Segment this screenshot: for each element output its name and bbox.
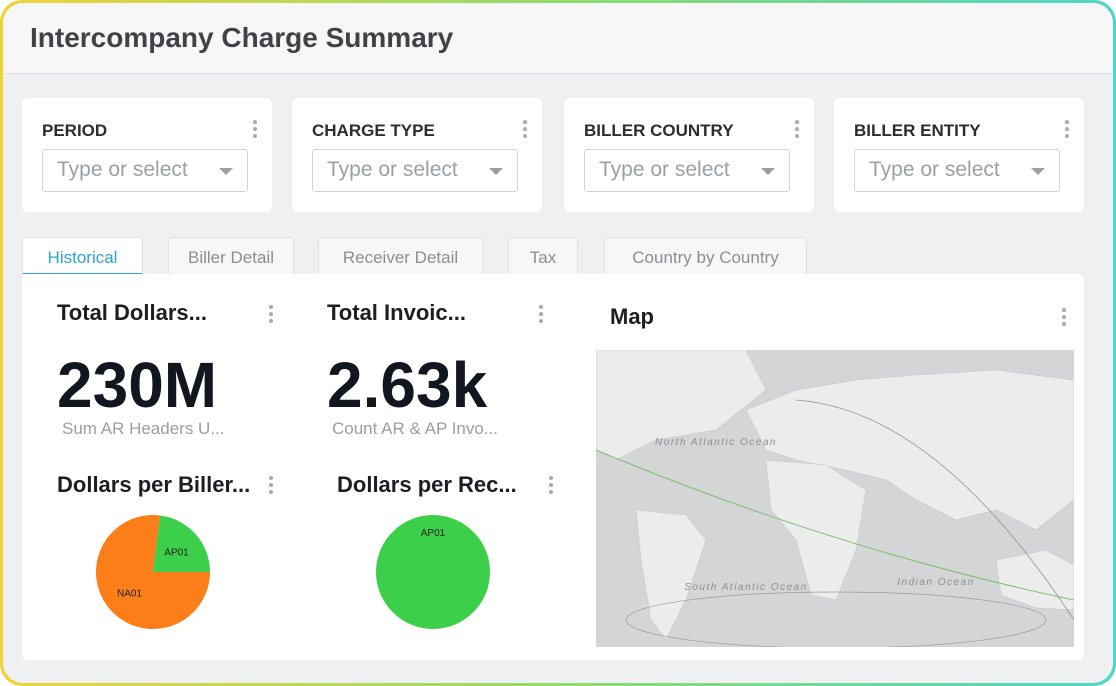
tab[interactable]: Tax xyxy=(508,237,578,275)
pie-chart: NA01 AP01 xyxy=(95,515,210,629)
map-shape xyxy=(625,591,1047,647)
dropdown-caret xyxy=(761,168,775,175)
map-shape xyxy=(765,459,867,601)
filter-label: BILLER ENTITY xyxy=(854,121,981,140)
filter-input[interactable]: Type or select xyxy=(854,149,1060,192)
filter-input[interactable]: Type or select xyxy=(584,149,790,192)
menu-button[interactable] xyxy=(269,476,273,497)
map-label: Indian Ocean xyxy=(897,577,975,588)
slice-label: AP01 xyxy=(164,547,189,558)
map-shape xyxy=(596,449,1074,601)
map: North Atlantic Ocean South Atlantic Ocean… xyxy=(596,350,1074,647)
page-title: Intercompany Charge Summary xyxy=(30,22,454,53)
pie-slice xyxy=(153,515,210,572)
tab[interactable]: Receiver Detail xyxy=(318,237,483,275)
chart-title: Dollars per Biller... xyxy=(57,472,251,497)
menu-button[interactable] xyxy=(253,120,257,141)
map-label: South Atlantic Ocean xyxy=(684,582,808,593)
filter-label: BILLER COUNTRY xyxy=(584,121,734,140)
menu-button[interactable] xyxy=(1062,308,1066,329)
dropdown-caret xyxy=(1031,168,1045,175)
kpi-subtitle: Count AR & AP Invo... xyxy=(332,419,499,438)
dropdown-caret xyxy=(219,168,233,175)
pie-chart: AP01 xyxy=(376,515,490,629)
filter-label: PERIOD xyxy=(42,121,108,140)
map-shape xyxy=(795,399,1074,621)
map-shape xyxy=(995,549,1074,611)
tab[interactable]: Country by Country xyxy=(604,237,807,275)
kpi-title: Total Invoic... xyxy=(327,300,466,325)
kpi-title: Total Dollars... xyxy=(57,300,207,325)
kpi-value: 2.63k xyxy=(327,349,488,421)
slice-label: AP01 xyxy=(421,528,446,539)
kpi-value: 230M xyxy=(57,349,218,421)
filter-input[interactable]: Type or select xyxy=(42,149,248,192)
dropdown-caret xyxy=(489,168,503,175)
pie-slice xyxy=(376,515,490,629)
dashboard: Intercompany Charge Summary PERIOD Type o… xyxy=(3,3,1113,683)
tab[interactable]: Historical xyxy=(22,237,143,275)
kpi-subtitle: Sum AR Headers U... xyxy=(62,419,225,438)
map-title: Map xyxy=(610,304,654,329)
menu-button[interactable] xyxy=(269,305,273,326)
filter-input[interactable]: Type or select xyxy=(312,149,518,192)
menu-button[interactable] xyxy=(523,120,527,141)
tab[interactable]: Biller Detail xyxy=(168,237,294,275)
filter-label: CHARGE TYPE xyxy=(312,121,435,140)
slice-label: NA01 xyxy=(117,589,142,600)
chart-title: Dollars per Rec... xyxy=(337,472,517,497)
menu-button[interactable] xyxy=(1065,120,1069,141)
menu-button[interactable] xyxy=(549,476,553,497)
menu-button[interactable] xyxy=(539,305,543,326)
map-label: North Atlantic Ocean xyxy=(655,437,777,448)
header: Intercompany Charge Summary xyxy=(3,3,1113,74)
map-shape xyxy=(635,509,707,641)
menu-button[interactable] xyxy=(795,120,799,141)
